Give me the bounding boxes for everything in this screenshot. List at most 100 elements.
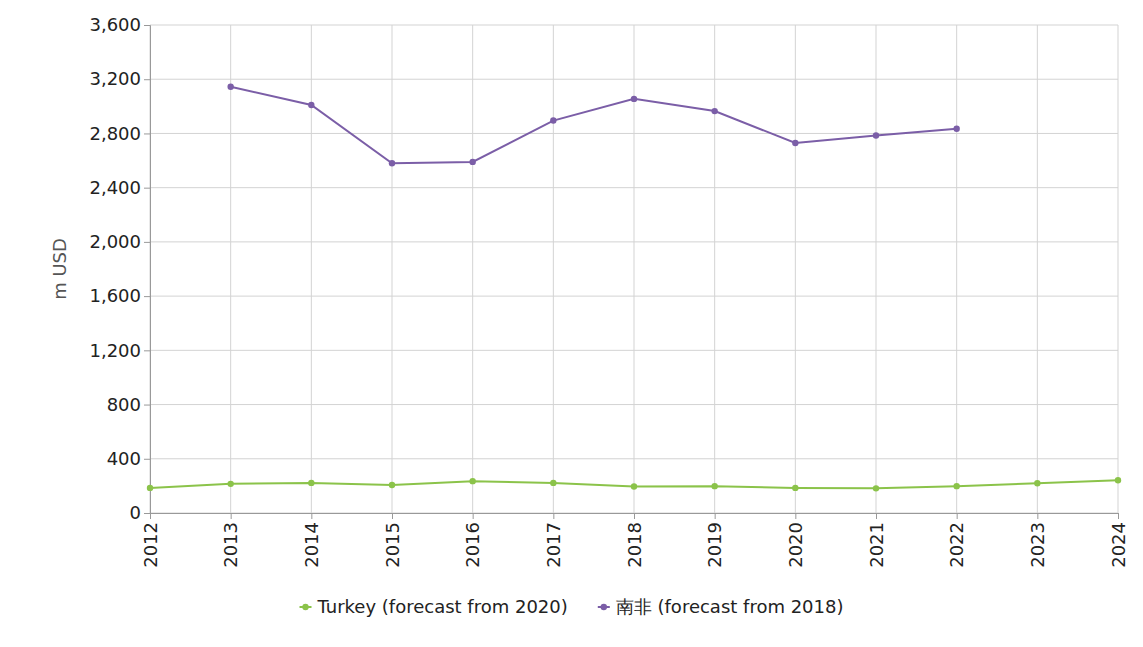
grid-line (714, 25, 715, 513)
y-axis: 0 400 800 1,200 1,600 2,000 2,400 2,800 3,200 3,6… (89, 14, 150, 523)
data-point (792, 485, 798, 491)
tick: 2,400 (89, 177, 150, 198)
data-point (631, 96, 637, 102)
data-point (147, 485, 153, 491)
tick: 2022 (946, 513, 967, 568)
series-line (231, 87, 957, 164)
data-point (469, 159, 475, 165)
tick-mark (1037, 513, 1038, 519)
grid-line (1037, 25, 1038, 513)
data-point (469, 478, 475, 484)
plot: 0 400 800 1,200 1,600 2,000 2,400 2,800 3,200 3,6… (89, 14, 1128, 568)
data-point (227, 481, 233, 487)
grid-line (1118, 25, 1119, 513)
tick: 2020 (785, 513, 806, 568)
tick-mark (144, 133, 150, 134)
tick-mark (144, 79, 150, 80)
grid-line (956, 25, 957, 513)
tick-mark (231, 513, 232, 519)
tick: 2,000 (89, 231, 150, 252)
tick: 800 (107, 394, 150, 415)
tick-label: 2012 (140, 522, 161, 568)
tick-label: 2,400 (89, 177, 141, 198)
grid-line (392, 25, 393, 513)
tick-mark (553, 513, 554, 519)
tick: 3,200 (89, 68, 150, 89)
data-point (550, 480, 556, 486)
tick: 1,200 (89, 340, 150, 361)
grid (150, 25, 1118, 513)
tick-label: 2014 (301, 522, 322, 568)
tick: 3,600 (89, 14, 150, 35)
tick-mark (715, 513, 716, 519)
tick-mark (144, 513, 150, 514)
tick-label: 1,200 (89, 340, 141, 361)
grid-line (472, 25, 473, 513)
tick-mark (144, 405, 150, 406)
tick-label: 2024 (1108, 522, 1129, 568)
tick-mark (150, 513, 151, 519)
x-axis: 2012 2013 2014 2015 2016 2017 2018 2019 2020 2021… (140, 513, 1129, 568)
tick-label: 3,200 (89, 68, 141, 89)
tick-label: 800 (107, 394, 141, 415)
tick-label: 2021 (866, 522, 887, 568)
tick-label: 2019 (704, 522, 725, 568)
tick-mark (144, 350, 150, 351)
tick-label: 3,600 (89, 14, 141, 35)
data-point (227, 83, 233, 89)
tick: 2014 (301, 513, 322, 568)
data-point (1034, 480, 1040, 486)
grid-line (795, 25, 796, 513)
tick: 2017 (543, 513, 564, 568)
tick-label: 1,600 (89, 285, 141, 306)
tick-mark (392, 513, 393, 519)
grid-line (230, 25, 231, 513)
tick-label: 2016 (462, 522, 483, 568)
tick-label: 2013 (220, 522, 241, 568)
data-point (873, 485, 879, 491)
tick: 2024 (1108, 513, 1129, 568)
axis-line (151, 514, 1119, 520)
tick: 2018 (624, 513, 645, 568)
data-point (389, 482, 395, 488)
legend-label: Turkey (forecast from 2020) (317, 596, 568, 617)
tick-mark (144, 459, 150, 460)
data-point (953, 126, 959, 132)
tick-label: 2015 (382, 522, 403, 568)
grid-line (876, 25, 877, 513)
tick: 2012 (140, 513, 161, 568)
data-point (308, 480, 314, 486)
axis-title: m USD (49, 238, 70, 300)
tick-label: 2023 (1027, 522, 1048, 568)
tick-label: 2018 (624, 522, 645, 568)
tick-mark (144, 242, 150, 243)
tick-label: 0 (130, 502, 141, 523)
tick-label: 2,000 (89, 231, 141, 252)
tick-mark (795, 513, 796, 519)
tick-mark (1118, 513, 1119, 519)
tick-label: 2020 (785, 522, 806, 568)
tick-label: 400 (107, 448, 141, 469)
tick: 2015 (382, 513, 403, 568)
grid-line (311, 25, 312, 513)
tick-mark (144, 296, 150, 297)
tick: 2019 (704, 513, 725, 568)
tick-mark (144, 25, 150, 26)
series-group (147, 83, 1121, 491)
tick-label: 2,800 (89, 123, 141, 144)
legend: Turkey (forecast from 2020) 南非 (forecast … (300, 596, 844, 617)
legend-swatch (601, 604, 607, 610)
data-point (953, 483, 959, 489)
tick: 1,600 (89, 285, 150, 306)
chart: 0 400 800 1,200 1,600 2,000 2,400 2,800 3,200 3,6… (0, 0, 1143, 647)
tick-label: 2022 (946, 522, 967, 568)
data-point (308, 102, 314, 108)
tick-mark (473, 513, 474, 519)
tick: 2013 (220, 513, 241, 568)
tick: 400 (107, 448, 150, 469)
legend-swatch (302, 604, 308, 610)
legend-label: 南非 (forecast from 2018) (616, 596, 844, 617)
legend-item: Turkey (forecast from 2020) (300, 596, 568, 617)
data-point (711, 483, 717, 489)
tick-mark (144, 188, 150, 189)
